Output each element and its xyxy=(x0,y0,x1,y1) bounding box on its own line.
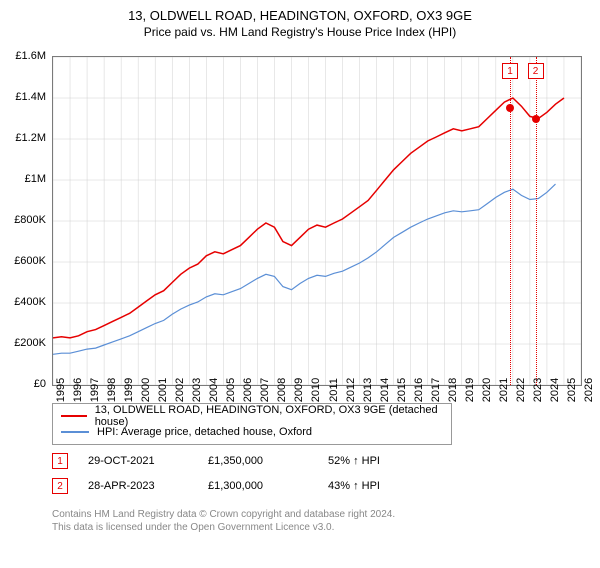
sale-row-2: 2 28-APR-2023 £1,300,000 43% ↑ HPI xyxy=(52,478,448,494)
legend-label-property: 13, OLDWELL ROAD, HEADINGTON, OXFORD, OX… xyxy=(95,404,443,428)
xtick-label: 2002 xyxy=(174,378,186,402)
plot-wrap: 12 £0£200K£400K£600K£800K£1M£1.2M£1.4M£1… xyxy=(52,56,582,386)
xtick-label: 2022 xyxy=(515,378,527,402)
ytick-label: £600K xyxy=(14,255,46,267)
sale-date-1: 29-OCT-2021 xyxy=(88,455,208,467)
sale-price-2: £1,300,000 xyxy=(208,480,328,492)
xtick-label: 2000 xyxy=(140,378,152,402)
legend-swatch-hpi xyxy=(61,431,89,433)
footer-line1: Contains HM Land Registry data © Crown c… xyxy=(52,508,395,521)
xtick-label: 2015 xyxy=(396,378,408,402)
plot-svg xyxy=(53,57,581,385)
xtick-label: 2012 xyxy=(345,378,357,402)
xtick-label: 2010 xyxy=(310,378,322,402)
footer-line2: This data is licensed under the Open Gov… xyxy=(52,521,395,534)
xtick-label: 1996 xyxy=(72,378,84,402)
ytick-label: £200K xyxy=(14,337,46,349)
sale-row-1: 1 29-OCT-2021 £1,350,000 52% ↑ HPI xyxy=(52,453,448,469)
chart-subtitle: Price paid vs. HM Land Registry's House … xyxy=(0,25,600,39)
xtick-label: 1995 xyxy=(55,378,67,402)
ytick-label: £800K xyxy=(14,214,46,226)
legend-item-property: 13, OLDWELL ROAD, HEADINGTON, OXFORD, OX… xyxy=(61,408,443,424)
ytick-label: £400K xyxy=(14,296,46,308)
xtick-label: 2013 xyxy=(362,378,374,402)
xtick-label: 2004 xyxy=(208,378,220,402)
xtick-label: 2003 xyxy=(191,378,203,402)
xtick-label: 2021 xyxy=(498,378,510,402)
ytick-label: £1.4M xyxy=(15,91,46,103)
xtick-label: 2020 xyxy=(481,378,493,402)
sale-vs-hpi-1: 52% ↑ HPI xyxy=(328,455,448,467)
xtick-label: 1997 xyxy=(89,378,101,402)
event-point xyxy=(506,104,514,112)
xtick-label: 2017 xyxy=(430,378,442,402)
xtick-label: 2026 xyxy=(583,378,595,402)
xtick-label: 2023 xyxy=(532,378,544,402)
legend-swatch-property xyxy=(61,415,87,417)
event-badge: 2 xyxy=(528,63,544,79)
xtick-label: 1999 xyxy=(123,378,135,402)
xtick-label: 2001 xyxy=(157,378,169,402)
xtick-label: 2019 xyxy=(464,378,476,402)
sale-vs-hpi-2: 43% ↑ HPI xyxy=(328,480,448,492)
legend-label-hpi: HPI: Average price, detached house, Oxfo… xyxy=(97,426,312,438)
xtick-label: 2014 xyxy=(379,378,391,402)
footer: Contains HM Land Registry data © Crown c… xyxy=(52,508,395,534)
xtick-label: 2006 xyxy=(242,378,254,402)
plot-area: 12 xyxy=(52,56,582,386)
ytick-label: £1.6M xyxy=(15,50,46,62)
ytick-label: £1.2M xyxy=(15,132,46,144)
xtick-label: 2005 xyxy=(225,378,237,402)
ytick-label: £1M xyxy=(25,173,46,185)
sale-date-2: 28-APR-2023 xyxy=(88,480,208,492)
xtick-label: 2024 xyxy=(549,378,561,402)
sale-marker-1: 1 xyxy=(52,453,68,469)
event-point xyxy=(532,115,540,123)
xtick-label: 2016 xyxy=(413,378,425,402)
xtick-label: 2007 xyxy=(259,378,271,402)
xtick-label: 2009 xyxy=(293,378,305,402)
xtick-label: 2025 xyxy=(566,378,578,402)
xtick-label: 1998 xyxy=(106,378,118,402)
xtick-label: 2008 xyxy=(276,378,288,402)
sale-marker-2: 2 xyxy=(52,478,68,494)
sale-price-1: £1,350,000 xyxy=(208,455,328,467)
xtick-label: 2018 xyxy=(447,378,459,402)
legend: 13, OLDWELL ROAD, HEADINGTON, OXFORD, OX… xyxy=(52,403,452,445)
chart-title: 13, OLDWELL ROAD, HEADINGTON, OXFORD, OX… xyxy=(0,8,600,23)
event-badge: 1 xyxy=(502,63,518,79)
event-line xyxy=(536,57,537,385)
ytick-label: £0 xyxy=(34,378,46,390)
xtick-label: 2011 xyxy=(328,378,340,402)
